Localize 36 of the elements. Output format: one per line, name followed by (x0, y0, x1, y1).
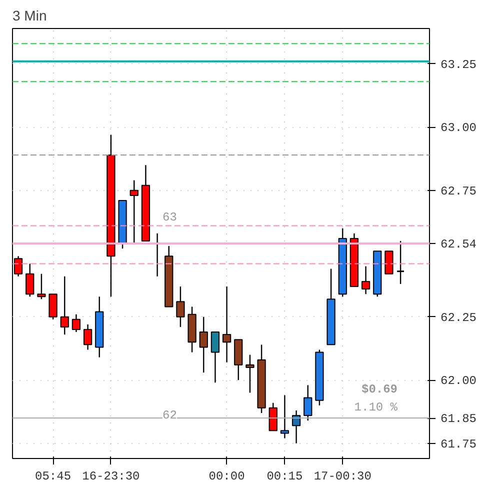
y-tick-label: 61.75 (440, 437, 477, 452)
candlestick (210, 331, 220, 384)
y-tick-label: 62.75 (440, 184, 477, 198)
candlestick (26, 263, 34, 298)
candlestick (222, 286, 232, 363)
annotation: 1.10 % (354, 400, 398, 414)
y-tick-label: 62.00 (440, 374, 477, 388)
ref-line-label: 61.85 (440, 412, 477, 426)
x-tick-label: 05:45 (35, 470, 72, 484)
candlestick (130, 180, 138, 244)
x-tick-label: 17-00:30 (314, 470, 372, 484)
annotation: 62 (162, 408, 177, 422)
candlestick (37, 273, 46, 300)
x-tick-label: 00:15 (266, 470, 303, 484)
x-tick-label: 16-23:30 (82, 470, 140, 484)
candlestick (361, 266, 370, 295)
candlestick (304, 384, 312, 422)
ref-line-label: 62.54 (440, 238, 477, 252)
candlestick (384, 250, 394, 274)
chart-title: 3 Min (12, 8, 47, 24)
candlestick (83, 324, 92, 350)
candlestick (72, 314, 81, 333)
x-tick-label: 00:00 (208, 470, 245, 484)
annotation: $0.69 (361, 382, 398, 396)
candlestick (176, 286, 185, 328)
candlestick (280, 394, 290, 439)
candlestick (48, 293, 58, 320)
y-tick-label: 63.25 (440, 58, 477, 72)
annotation: 63 (162, 210, 177, 224)
candlestick (246, 354, 254, 394)
y-tick-label: 63.00 (440, 121, 477, 136)
candlestick (396, 240, 405, 285)
y-tick-label: 62.25 (440, 310, 477, 325)
candlestick (268, 402, 278, 432)
candlestick (199, 316, 208, 374)
candlestick (60, 276, 69, 336)
